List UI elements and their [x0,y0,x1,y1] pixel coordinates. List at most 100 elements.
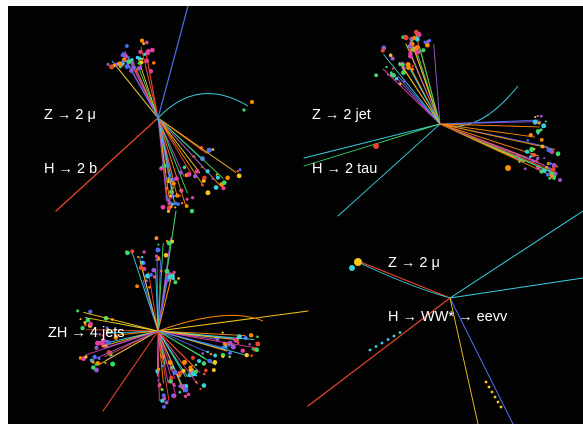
energy-deposit [368,348,372,352]
energy-deposit [412,35,417,41]
energy-deposit [390,56,395,61]
energy-deposit [135,69,139,73]
energy-deposit [116,61,122,67]
track [303,123,441,167]
energy-deposit [255,341,261,347]
energy-deposit [233,337,239,343]
curved-track [157,314,264,332]
energy-deposit [199,387,202,391]
energy-deposit [167,360,173,366]
track [114,330,159,336]
track [157,272,173,332]
energy-deposit [178,384,182,388]
energy-deposit [170,368,173,372]
energy-deposit [155,370,160,374]
track [157,242,164,332]
energy-deposit [410,48,414,52]
track [105,330,159,334]
track [124,59,159,119]
track [449,277,583,299]
energy-deposit [425,42,430,48]
energy-deposit [180,202,184,205]
track [157,330,205,359]
energy-deposit [349,265,355,271]
panel-label-bottom-left: ZH → 4 jets [48,288,125,378]
energy-deposit [202,372,206,376]
track [138,66,159,119]
energy-deposit [391,73,396,78]
track [157,117,187,208]
energy-deposit [553,171,558,176]
energy-deposit [201,352,205,355]
energy-deposit [160,166,163,169]
energy-deposit [213,185,219,190]
track [157,117,237,173]
track [157,330,189,362]
energy-deposit [193,174,198,179]
energy-deposit [169,194,172,198]
track [439,123,551,171]
track [104,330,159,349]
energy-deposit [125,55,128,58]
energy-deposit [165,195,168,199]
energy-deposit [256,335,259,339]
energy-deposit [175,193,180,198]
track [337,123,441,217]
energy-deposit [228,355,231,358]
track [439,119,540,125]
energy-deposit [212,360,218,365]
energy-deposit [250,100,254,104]
energy-deposit [534,115,537,119]
energy-deposit [221,186,226,191]
energy-deposit [415,49,421,55]
track [157,117,185,177]
energy-deposit [403,79,406,83]
energy-deposit [91,365,96,370]
track [157,330,209,353]
track [439,123,540,157]
energy-deposit [106,331,110,334]
track [439,123,556,150]
energy-deposit [230,344,236,350]
track [157,330,246,337]
energy-deposit [165,176,169,180]
energy-deposit [178,170,183,175]
energy-deposit [529,146,535,153]
track [157,117,224,179]
energy-deposit [79,318,82,321]
energy-deposit [555,151,561,157]
decay-line: Z → 2 jet [312,107,371,123]
track [140,46,159,119]
energy-deposit [224,345,228,349]
track [439,123,540,128]
energy-deposit [173,194,176,198]
track [397,75,441,125]
energy-deposit [130,249,135,254]
energy-deposit [172,369,178,375]
track [55,117,159,212]
track [102,330,159,412]
energy-deposit [95,340,101,346]
energy-deposit [411,67,414,71]
track [157,117,201,174]
energy-deposit [236,173,242,179]
energy-deposit [139,38,145,43]
energy-deposit [209,352,213,356]
energy-deposit [142,250,146,254]
energy-deposit [548,177,551,180]
track [307,297,451,407]
energy-deposit [156,367,161,372]
energy-deposit [186,392,191,397]
track [99,330,159,365]
curved-track [439,85,519,127]
energy-deposit [411,65,414,68]
energy-deposit [188,365,193,370]
energy-deposit [254,347,260,353]
track [449,297,479,424]
energy-deposit [374,73,379,78]
energy-deposit [113,335,119,340]
decay-line: Z → 2 μ [388,255,440,271]
energy-deposit [110,361,116,367]
energy-deposit [173,280,178,285]
energy-deposit [84,355,88,359]
